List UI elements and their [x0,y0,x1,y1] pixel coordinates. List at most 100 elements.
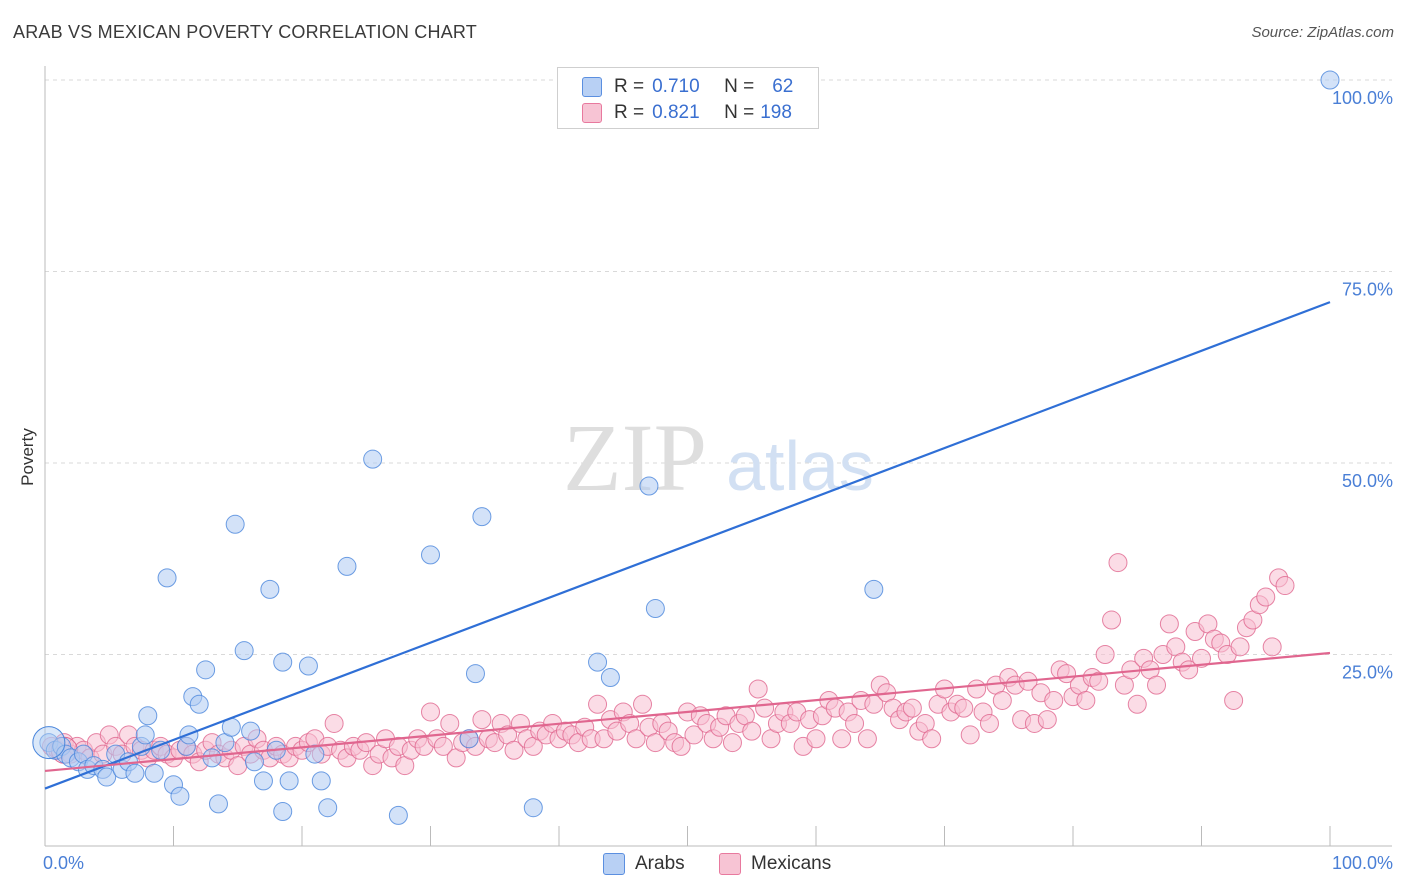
mexicans-swatch [582,103,602,123]
mexicans-point [1256,587,1276,607]
watermark-atlas: atlas [726,427,874,505]
mexicans-trend-line [44,651,1331,773]
arabs-point [864,579,884,599]
mexicans-point [1076,690,1096,710]
mexicans-point [748,679,768,699]
arabs-point [234,641,254,661]
mexicans-point [806,729,826,749]
arabs-point [318,798,338,818]
arabs-point [1320,70,1340,90]
arabs-point [311,771,331,791]
arabs-point [523,798,543,818]
mexicans-point [633,694,653,714]
mexicans-point [845,713,865,733]
x-tick-label-100: 100.0% [1332,853,1393,873]
arabs-point [298,656,318,676]
arabs-r-label: R = [614,76,645,97]
mexicans-point [742,721,762,741]
mexicans-point [440,713,460,733]
mexicans-point [684,725,704,745]
arabs-point [196,660,216,680]
arabs-point [189,694,209,714]
mexicans-point [1108,553,1128,573]
arabs-r-value: 0.710 [652,76,700,97]
mexicans-n-value: 198 [760,102,792,123]
arabs-point [279,771,299,791]
mexicans-point [722,733,742,753]
arabs-point [337,556,357,576]
arabs-point [138,706,158,726]
arabs-point [472,507,492,527]
mexicans-point [992,690,1012,710]
mexicans-n-label: N = [724,102,755,123]
mexicans-r-label: R = [614,102,645,123]
arabs-point [157,568,177,588]
arabs-point [421,545,440,565]
chart-title: ARAB VS MEXICAN POVERTY CORRELATION CHAR… [13,22,477,42]
watermark-zip: ZIP [563,404,707,511]
arabs-swatch [582,77,602,97]
arabs-point [225,514,245,534]
mexicans-point [922,729,942,749]
arabs-point [600,667,620,687]
y-tick-label-25: 25.0% [1342,663,1393,683]
legend-item-arabs: Arabs [603,851,685,877]
mexicans-point [857,729,877,749]
arabs-point [170,786,190,806]
mexicans-point [954,698,974,718]
arabs-point [241,721,261,741]
mexicans-r-value: 0.821 [652,102,700,123]
tick-labels: 25.0% 50.0% 75.0% 100.0% 0.0% 100.0% [43,88,1393,873]
y-tick-label-100: 100.0% [1332,88,1393,108]
arabs-point [244,752,264,772]
arabs-point [588,652,608,672]
source-label: Source: ZipAtlas.com [1251,24,1394,41]
arabs-cluster-point [32,726,66,760]
mexicans-point [902,698,922,718]
x-tick-label-0: 0.0% [43,853,84,873]
stats-row-arabs: R = 0.710 N = 62 [582,75,793,99]
mexicans-point [1275,576,1295,596]
mexicans-point [671,736,691,756]
arabs-trend-line [44,301,1331,790]
mexicans-point [324,713,344,733]
stats-row-mexicans: R = 0.821 N = 198 [582,101,792,125]
arabs-point [208,794,228,814]
arabs-point [273,652,293,672]
stats-legend: R = 0.710 N = 62 R = 0.821 N = 198 [557,67,819,129]
arabs-point [253,771,273,791]
mexicans-point [1089,671,1109,691]
arabs-point [363,449,383,469]
mexicans-point [1192,648,1211,668]
mexicans-point [421,702,440,722]
arabs-n-value: 62 [772,76,794,97]
arabs-n-label: N = [724,76,755,97]
axes [44,66,1392,847]
legend-mexicans-label: Mexicans [751,853,832,874]
mexicans-point [1127,694,1147,714]
mexicans-point [504,740,524,760]
arabs-point [459,729,479,749]
mexicans-point [960,725,980,745]
arabs-point [97,767,117,787]
mexicans-point [755,698,775,718]
mexicans-point [1037,710,1057,730]
mexicans-point [967,679,987,699]
y-axis-label: Poverty [18,428,37,486]
mexicans-point [588,694,608,714]
mexicans-point [1230,637,1250,657]
legend-arabs-swatch [603,853,625,875]
y-tick-label-75: 75.0% [1342,280,1393,300]
mexicans-point [1262,637,1282,657]
mexicans-point [1147,675,1167,695]
arabs-point [202,748,222,768]
arabs-point [388,805,408,825]
mexicans-point [645,733,665,753]
arabs-point [273,802,293,822]
legend-item-mexicans: Mexicans [719,851,831,877]
mexicans-point [832,729,852,749]
arabs-point [135,725,155,745]
legend-mexicans-swatch [719,853,741,875]
trend-lines [44,301,1331,790]
